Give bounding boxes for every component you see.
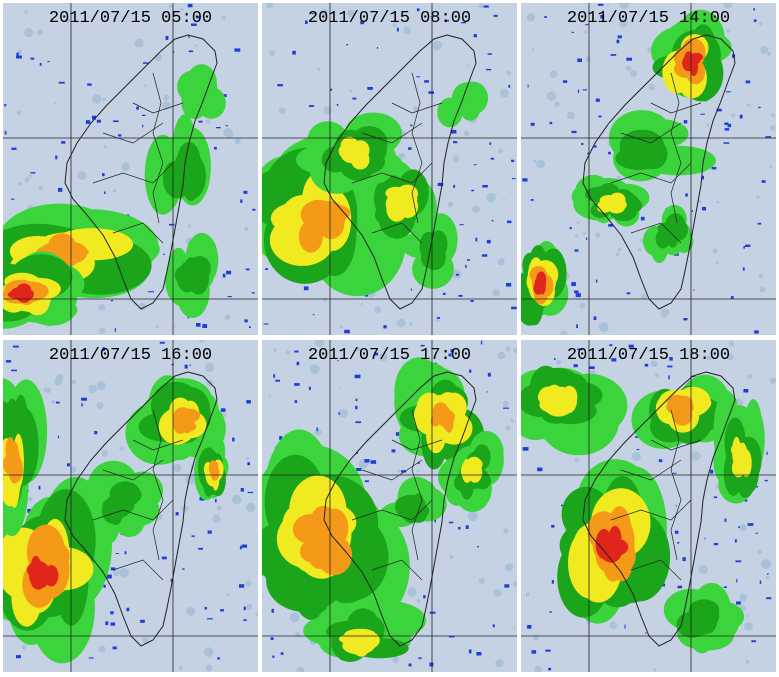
radar-panel-1800: 2011/07/15 18:00 <box>521 340 776 672</box>
lat-lon-grid <box>521 340 776 672</box>
radar-map-0800 <box>262 3 517 335</box>
taiwan-coastline <box>582 371 736 647</box>
lat-lon-grid <box>262 340 517 672</box>
lat-lon-grid <box>3 340 258 672</box>
lat-lon-grid <box>3 3 258 335</box>
radar-panel-1400: 2011/07/15 14:00 <box>521 3 776 335</box>
radar-panel-0500: 2011/07/15 05:00 <box>3 3 258 335</box>
radar-panel-1600: 2011/07/15 16:00 <box>3 340 258 672</box>
storm-echo-layer <box>521 365 765 654</box>
storm-echo-layer <box>262 81 489 297</box>
lat-lon-grid <box>262 3 517 335</box>
timestamp-1400: 2011/07/15 14:00 <box>566 9 731 28</box>
radar-map-1600 <box>3 340 258 672</box>
taiwan-coastline <box>64 371 218 647</box>
radar-map-1700 <box>262 340 517 672</box>
radar-map-0500 <box>3 3 258 335</box>
timestamp-1800: 2011/07/15 18:00 <box>566 346 731 365</box>
taiwan-coastline <box>64 34 218 310</box>
radar-panel-1700: 2011/07/15 17:00 <box>262 340 517 672</box>
storm-echo-layer <box>3 375 229 664</box>
timestamp-1700: 2011/07/15 17:00 <box>307 346 472 365</box>
radar-map-1400 <box>521 3 776 335</box>
radar-map-1800 <box>521 340 776 672</box>
storm-echo-layer <box>262 357 504 662</box>
storm-echo-layer <box>3 64 226 329</box>
timestamp-0500: 2011/07/15 05:00 <box>48 9 213 28</box>
radar-panel-0800: 2011/07/15 08:00 <box>262 3 517 335</box>
taiwan-coastline <box>582 34 736 310</box>
storm-echo-layer <box>521 9 732 326</box>
lat-lon-grid <box>521 3 776 335</box>
timestamp-0800: 2011/07/15 08:00 <box>307 9 472 28</box>
taiwan-coastline <box>323 371 477 647</box>
timestamp-1600: 2011/07/15 16:00 <box>48 346 213 365</box>
